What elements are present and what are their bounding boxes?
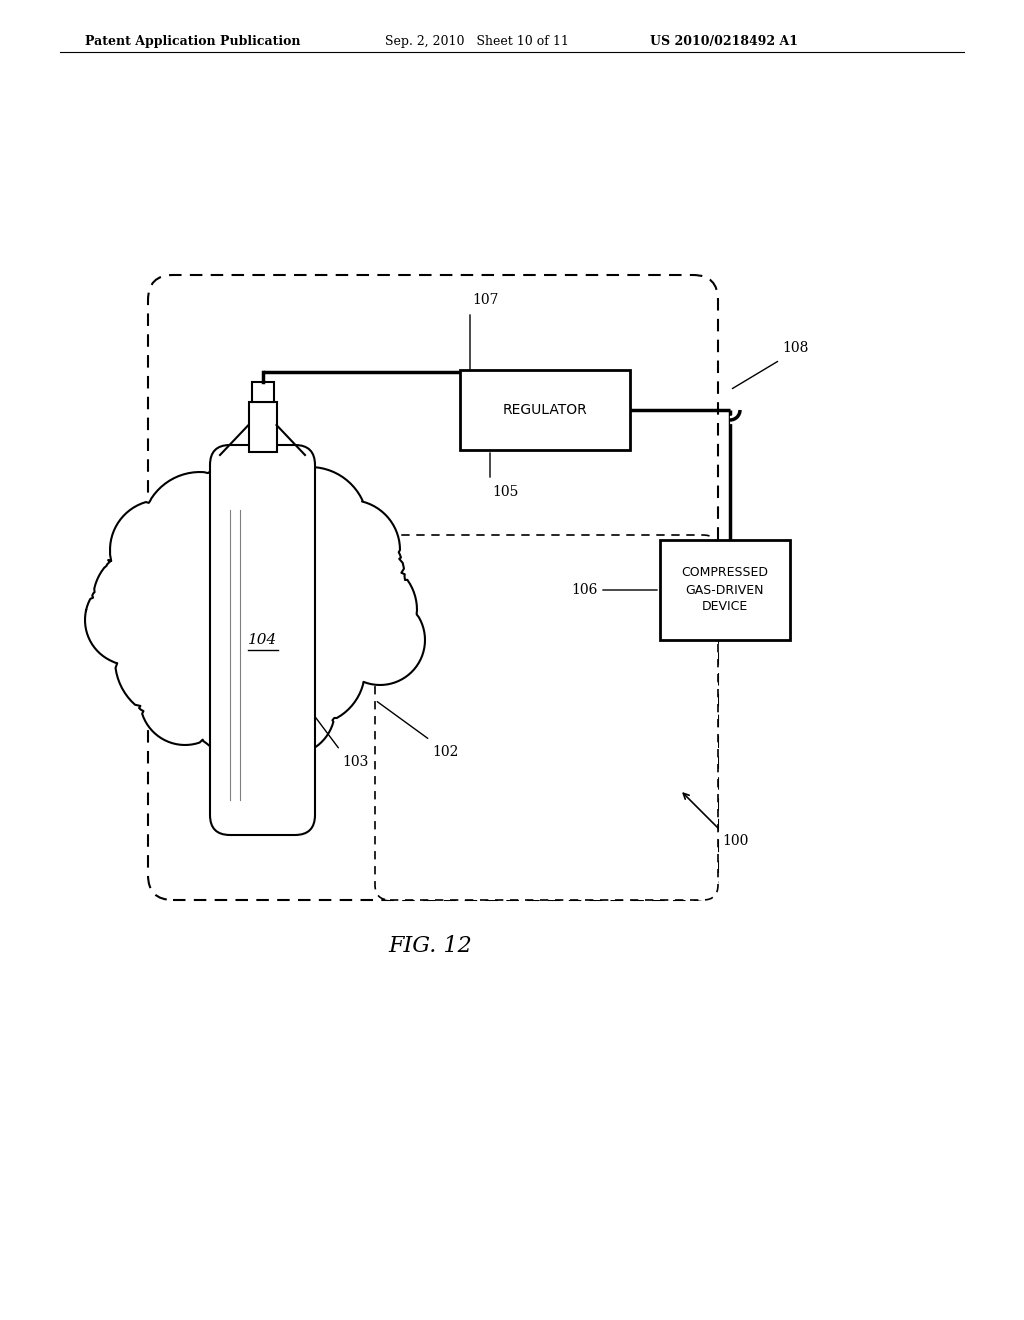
Text: 108: 108 [782, 341, 808, 355]
Bar [660, 540, 790, 640]
Text: 106: 106 [571, 583, 598, 597]
Text: US 2010/0218492 A1: US 2010/0218492 A1 [650, 36, 798, 48]
FancyBboxPatch shape [249, 403, 276, 451]
Circle shape [140, 655, 230, 744]
Circle shape [245, 665, 335, 755]
Circle shape [105, 515, 234, 645]
Circle shape [313, 558, 417, 663]
Text: 104: 104 [248, 634, 278, 647]
Text: REGULATOR: REGULATOR [503, 403, 588, 417]
Circle shape [93, 548, 197, 652]
Text: COMPRESSED
GAS-DRIVEN
DEVICE: COMPRESSED GAS-DRIVEN DEVICE [682, 566, 768, 614]
Circle shape [85, 576, 175, 665]
FancyBboxPatch shape [375, 535, 718, 900]
Text: Sep. 2, 2010   Sheet 10 of 11: Sep. 2, 2010 Sheet 10 of 11 [385, 36, 569, 48]
Circle shape [335, 595, 425, 685]
FancyBboxPatch shape [148, 275, 718, 900]
Text: 100: 100 [722, 834, 749, 847]
Circle shape [195, 450, 315, 570]
Circle shape [115, 601, 234, 719]
Text: 102: 102 [432, 744, 459, 759]
Circle shape [110, 500, 210, 601]
Circle shape [187, 642, 303, 758]
Text: 107: 107 [472, 293, 499, 308]
Text: 105: 105 [492, 484, 518, 499]
Circle shape [255, 615, 365, 725]
Circle shape [300, 500, 400, 601]
Circle shape [165, 510, 345, 690]
Circle shape [275, 515, 406, 645]
Text: 103: 103 [342, 755, 369, 770]
Circle shape [252, 467, 368, 583]
Text: FIG. 12: FIG. 12 [388, 935, 472, 957]
Bar [252, 381, 273, 403]
Text: Patent Application Publication: Patent Application Publication [85, 36, 300, 48]
Circle shape [142, 473, 258, 587]
FancyBboxPatch shape [210, 445, 315, 836]
Bar [460, 370, 630, 450]
